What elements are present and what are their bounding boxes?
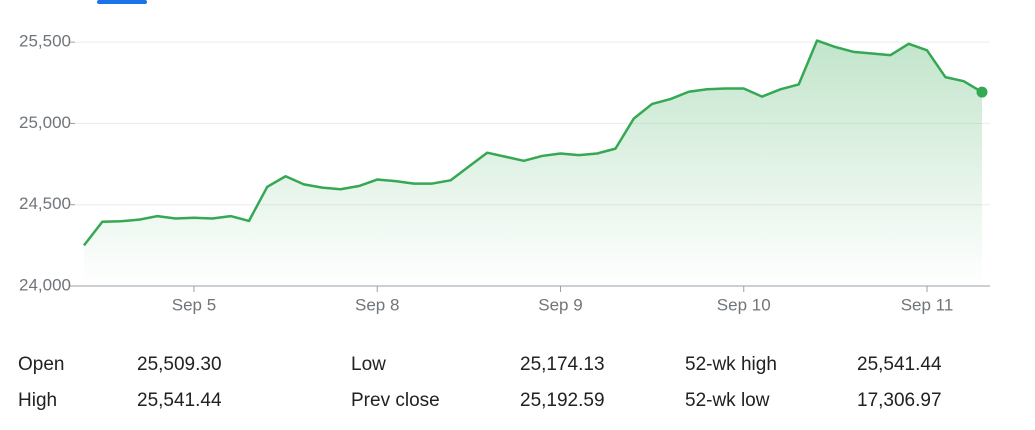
- price-line: [83, 39, 983, 247]
- stat-label: Prev close: [351, 390, 440, 411]
- x-tick-label: Sep 11: [901, 295, 954, 314]
- stat-value: 25,541.44: [857, 354, 942, 375]
- y-tick-label: 24,000: [19, 275, 71, 294]
- last-point: [976, 86, 988, 98]
- stat-label: 52-wk low: [685, 390, 770, 411]
- tab-indicator: [97, 0, 147, 4]
- x-tick-label: Sep 8: [355, 295, 399, 314]
- stat-value: 25,509.30: [137, 354, 222, 375]
- stat-value: 25,541.44: [137, 390, 222, 411]
- y-tick-label: 24,500: [19, 194, 71, 213]
- x-tick-label: Sep 10: [717, 295, 771, 314]
- stat-value: 25,192.59: [520, 390, 605, 411]
- stat-label: Low: [351, 354, 386, 375]
- y-tick-label: 25,000: [19, 113, 71, 132]
- stat-label: Open: [18, 354, 64, 375]
- x-tick-label: Sep 9: [538, 295, 582, 314]
- stat-value: 17,306.97: [857, 390, 942, 411]
- area: [84, 40, 982, 286]
- y-tick-label: 25,500: [19, 32, 71, 51]
- stat-label: High: [18, 390, 57, 411]
- x-tick-label: Sep 5: [172, 295, 216, 314]
- stat-label: 52-wk high: [685, 354, 777, 375]
- stat-value: 25,174.13: [520, 354, 605, 375]
